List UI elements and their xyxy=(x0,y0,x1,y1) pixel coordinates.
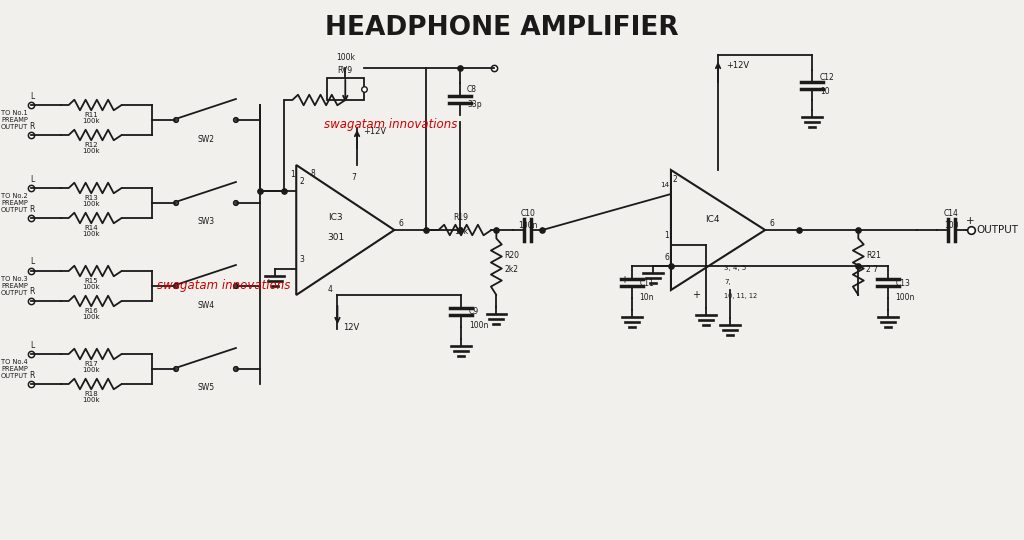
Text: 10: 10 xyxy=(820,86,829,96)
Text: RV9: RV9 xyxy=(338,66,353,76)
Text: 100n: 100n xyxy=(469,321,488,330)
Text: R11
100k: R11 100k xyxy=(82,112,100,124)
Text: R: R xyxy=(30,122,35,131)
Text: 100: 100 xyxy=(944,221,958,231)
Text: 100k: 100k xyxy=(336,53,354,63)
Text: R16
100k: R16 100k xyxy=(82,308,100,320)
Text: 301: 301 xyxy=(327,233,344,241)
Text: swagatam innovations: swagatam innovations xyxy=(157,279,291,292)
Text: C8: C8 xyxy=(467,85,477,94)
Text: 100n: 100n xyxy=(518,221,538,231)
Text: R: R xyxy=(30,287,35,296)
Text: 2: 2 xyxy=(673,176,678,185)
Text: C11: C11 xyxy=(640,279,654,287)
Text: 6: 6 xyxy=(769,219,774,228)
Text: L: L xyxy=(31,341,35,349)
Text: R20: R20 xyxy=(504,251,519,260)
Text: 2k2: 2k2 xyxy=(504,266,518,274)
Text: 6: 6 xyxy=(665,253,669,261)
Text: 1: 1 xyxy=(291,171,295,179)
Text: +: + xyxy=(620,275,628,285)
Text: R14
100k: R14 100k xyxy=(82,225,100,237)
Text: L: L xyxy=(31,258,35,267)
Text: +12V: +12V xyxy=(362,126,386,136)
Text: 12V: 12V xyxy=(343,322,359,332)
Text: R12
100k: R12 100k xyxy=(82,141,100,154)
Text: 10n: 10n xyxy=(640,293,654,301)
Text: R21: R21 xyxy=(866,251,881,260)
Text: R18
100k: R18 100k xyxy=(82,391,100,403)
Text: L: L xyxy=(31,91,35,100)
Text: R19: R19 xyxy=(454,213,469,222)
Text: IC4: IC4 xyxy=(705,215,720,225)
Text: +: + xyxy=(966,216,975,226)
Text: 33p: 33p xyxy=(467,99,481,109)
Text: C14: C14 xyxy=(944,208,958,218)
Text: TO No.1
PREAMP
OUTPUT: TO No.1 PREAMP OUTPUT xyxy=(1,110,29,130)
Text: 4: 4 xyxy=(328,285,333,294)
Text: R13
100k: R13 100k xyxy=(82,195,100,207)
Text: HEADPHONE AMPLIFIER: HEADPHONE AMPLIFIER xyxy=(326,15,679,41)
Text: +: + xyxy=(692,290,700,300)
Text: TO No.4
PREAMP
OUTPUT: TO No.4 PREAMP OUTPUT xyxy=(1,359,29,379)
Text: 3, 4, 5: 3, 4, 5 xyxy=(724,265,746,271)
Text: 8: 8 xyxy=(311,170,315,179)
Text: L: L xyxy=(31,174,35,184)
Text: R: R xyxy=(30,370,35,380)
Text: SW2: SW2 xyxy=(198,134,214,144)
Text: OUTPUT: OUTPUT xyxy=(976,225,1018,235)
Text: 6: 6 xyxy=(398,219,403,228)
Text: 7,: 7, xyxy=(724,279,731,285)
Text: SW4: SW4 xyxy=(198,300,215,309)
Text: R17
100k: R17 100k xyxy=(82,361,100,373)
Text: +12V: +12V xyxy=(726,60,749,70)
Text: TO No.2
PREAMP
OUTPUT: TO No.2 PREAMP OUTPUT xyxy=(1,193,29,213)
Text: 14: 14 xyxy=(659,182,669,188)
Text: R15
100k: R15 100k xyxy=(82,278,100,291)
Text: TO No.3
PREAMP
OUTPUT: TO No.3 PREAMP OUTPUT xyxy=(1,276,29,296)
Text: 100n: 100n xyxy=(896,293,915,301)
Text: C12: C12 xyxy=(820,72,835,82)
Text: 10k: 10k xyxy=(454,227,468,237)
Text: 10, 11, 12: 10, 11, 12 xyxy=(724,293,757,299)
Text: 7: 7 xyxy=(351,173,356,183)
Text: 2 7: 2 7 xyxy=(866,266,879,274)
Text: C13: C13 xyxy=(896,279,910,287)
Text: C10: C10 xyxy=(520,208,536,218)
Text: 3: 3 xyxy=(299,255,304,265)
Bar xyxy=(327,78,364,100)
Text: swagatam innovations: swagatam innovations xyxy=(324,118,457,132)
Text: SW3: SW3 xyxy=(198,218,215,226)
Text: 2: 2 xyxy=(299,178,304,186)
Text: C9: C9 xyxy=(469,307,479,316)
Text: R: R xyxy=(30,205,35,213)
Text: SW5: SW5 xyxy=(198,383,215,393)
Text: IC3: IC3 xyxy=(328,213,343,222)
Text: 1: 1 xyxy=(665,232,669,240)
